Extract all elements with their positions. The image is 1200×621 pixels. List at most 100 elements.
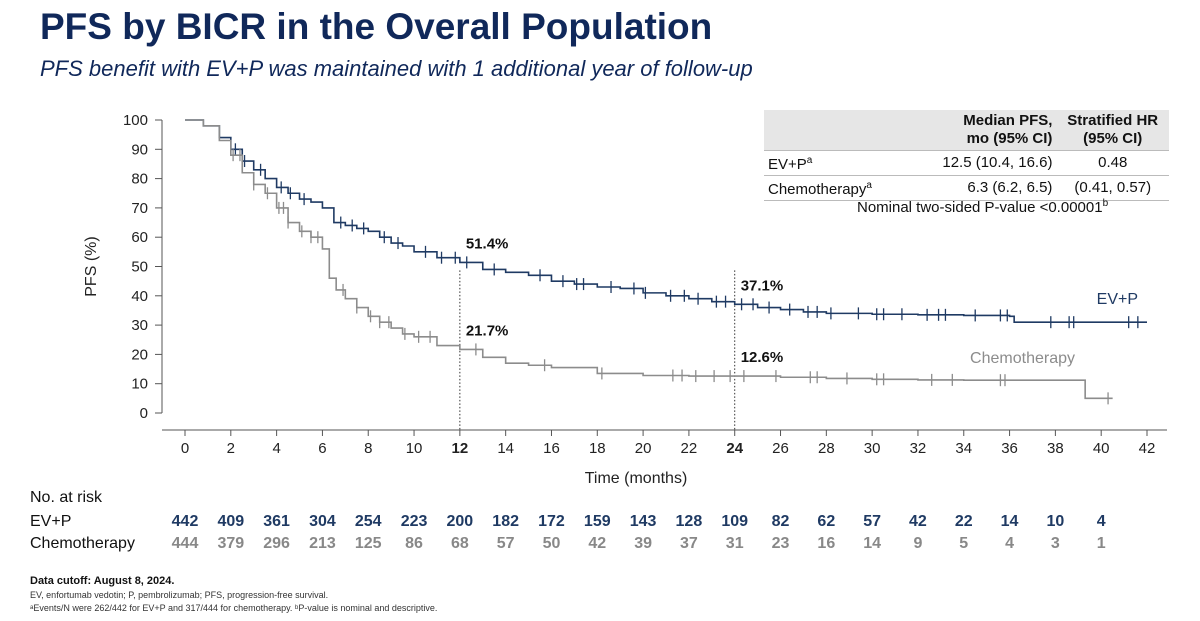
x-tick-label: 26 [772, 440, 789, 457]
x-tick-label: 42 [1139, 440, 1156, 457]
risk-value: 5 [959, 535, 969, 552]
stats-hr-chemo: (0.41, 0.57) [1056, 175, 1169, 201]
risk-value: 22 [954, 513, 973, 530]
risk-value: 57 [863, 513, 882, 530]
stats-table: Median PFS, mo (95% CI) Stratified HR (9… [764, 110, 1169, 201]
y-tick-label: 60 [131, 229, 148, 246]
page-title: PFS by BICR in the Overall Population [40, 6, 713, 47]
risk-value: 23 [771, 535, 790, 552]
risk-value: 14 [863, 535, 882, 552]
x-tick-label: 40 [1093, 440, 1110, 457]
risk-value: 14 [1000, 513, 1019, 530]
risk-value: 4 [1096, 513, 1106, 530]
risk-row-evp: EV+P 442 409 361 304 254 223 200 182 172 159 143 12… [30, 513, 1180, 533]
risk-value: 143 [629, 513, 657, 530]
x-tick-label: 32 [910, 440, 927, 457]
risk-value: 361 [263, 513, 290, 530]
x-tick-label: 38 [1047, 440, 1064, 457]
series-line-chemo [185, 119, 1113, 400]
x-tick-label: 28 [818, 440, 835, 457]
risk-value: 68 [450, 535, 469, 552]
risk-value: 159 [583, 513, 611, 530]
stats-median-chemo: 6.3 (6.2, 6.5) [922, 175, 1057, 201]
x-tick-label: 10 [406, 440, 423, 457]
y-tick-label: 50 [131, 259, 148, 276]
x-tick-label: 22 [681, 440, 698, 457]
stats-header-median: Median PFS, mo (95% CI) [963, 112, 1053, 147]
risk-value: 254 [354, 513, 382, 530]
risk-value: 128 [675, 513, 703, 530]
stats-row-chemo: Chemotherapya 6.3 (6.2, 6.5) (0.41, 0.57… [764, 175, 1169, 201]
risk-value: 125 [354, 535, 382, 552]
risk-row-chemo: Chemotherapy 444 379 296 213 125 86 68 57 50 42 39… [30, 535, 1180, 555]
x-tick-label: 6 [318, 440, 326, 457]
y-tick-label: 30 [131, 317, 148, 334]
risk-value: 213 [309, 535, 336, 552]
x-tick-label: 12 [452, 440, 469, 457]
x-tick-label: 36 [1001, 440, 1018, 457]
p-value: Nominal two-sided P-value <0.00001b [857, 198, 1109, 216]
y-tick-label: 40 [131, 288, 148, 305]
x-tick-label: 18 [589, 440, 606, 457]
risk-value: 172 [538, 513, 565, 530]
y-axis-label: PFS (%) [83, 236, 100, 296]
risk-value: 31 [725, 535, 744, 552]
x-tick-label: 2 [227, 440, 235, 457]
stats-hr-evp: 0.48 [1056, 150, 1169, 176]
y-tick-label: 80 [131, 171, 148, 188]
y-tick-label: 100 [123, 112, 148, 129]
footnote-abbreviations: EV, enfortumab vedotin; P, pembrolizumab… [30, 590, 329, 600]
stats-header-row: Median PFS, mo (95% CI) Stratified HR (9… [764, 110, 1169, 151]
data-label: 21.7% [466, 322, 509, 339]
x-tick-label: 8 [364, 440, 372, 457]
risk-table-title: No. at risk [30, 489, 103, 506]
page-subtitle: PFS benefit with EV+P was maintained wit… [40, 56, 753, 81]
x-tick-label: 20 [635, 440, 652, 457]
series-label-evp: EV+P [1097, 291, 1138, 308]
risk-value: 86 [405, 535, 423, 552]
risk-value: 39 [634, 535, 652, 552]
x-axis-label: Time (months) [585, 470, 688, 487]
risk-value: 442 [171, 513, 199, 530]
stats-arm-evp: EV+Pa [764, 150, 922, 176]
data-label: 12.6% [741, 349, 784, 366]
data-label: 37.1% [741, 277, 784, 294]
footnote-events: ᵃEvents/N were 262/442 for EV+P and 317/… [30, 603, 438, 613]
risk-value: 296 [263, 535, 290, 552]
risk-value: 10 [1046, 513, 1065, 530]
stats-arm-chemo: Chemotherapya [764, 175, 922, 201]
stats-median-evp: 12.5 (10.4, 16.6) [922, 150, 1057, 176]
risk-value: 50 [542, 535, 561, 552]
risk-value: 109 [721, 513, 749, 530]
series-line-evp [185, 119, 1147, 323]
x-tick-label: 4 [272, 440, 280, 457]
risk-row-label: EV+P [30, 513, 72, 530]
risk-value: 182 [492, 513, 519, 530]
stats-header-blank [764, 110, 922, 151]
series-label-chemo: Chemotherapy [970, 350, 1075, 367]
risk-row-label: Chemotherapy [30, 535, 135, 552]
risk-value: 409 [217, 513, 245, 530]
data-label: 51.4% [466, 235, 509, 252]
risk-value: 200 [446, 513, 474, 530]
footnote-cutoff: Data cutoff: August 8, 2024. [30, 575, 175, 587]
x-tick-label: 24 [726, 440, 743, 457]
risk-value: 4 [1005, 535, 1015, 552]
risk-value: 42 [909, 513, 927, 530]
x-tick-label: 34 [955, 440, 972, 457]
x-tick-label: 16 [543, 440, 560, 457]
risk-value: 3 [1050, 535, 1060, 552]
stats-row-evp: EV+Pa 12.5 (10.4, 16.6) 0.48 [764, 150, 1169, 176]
risk-value: 37 [679, 535, 698, 552]
risk-value: 444 [171, 535, 199, 552]
risk-value: 379 [217, 535, 245, 552]
risk-value: 82 [771, 513, 790, 530]
risk-value: 223 [400, 513, 428, 530]
x-tick-label: 30 [864, 440, 881, 457]
y-tick-label: 0 [140, 405, 148, 422]
risk-value: 16 [817, 535, 836, 552]
risk-value: 57 [496, 535, 515, 552]
risk-value: 1 [1096, 535, 1106, 552]
risk-value: 42 [588, 535, 607, 552]
